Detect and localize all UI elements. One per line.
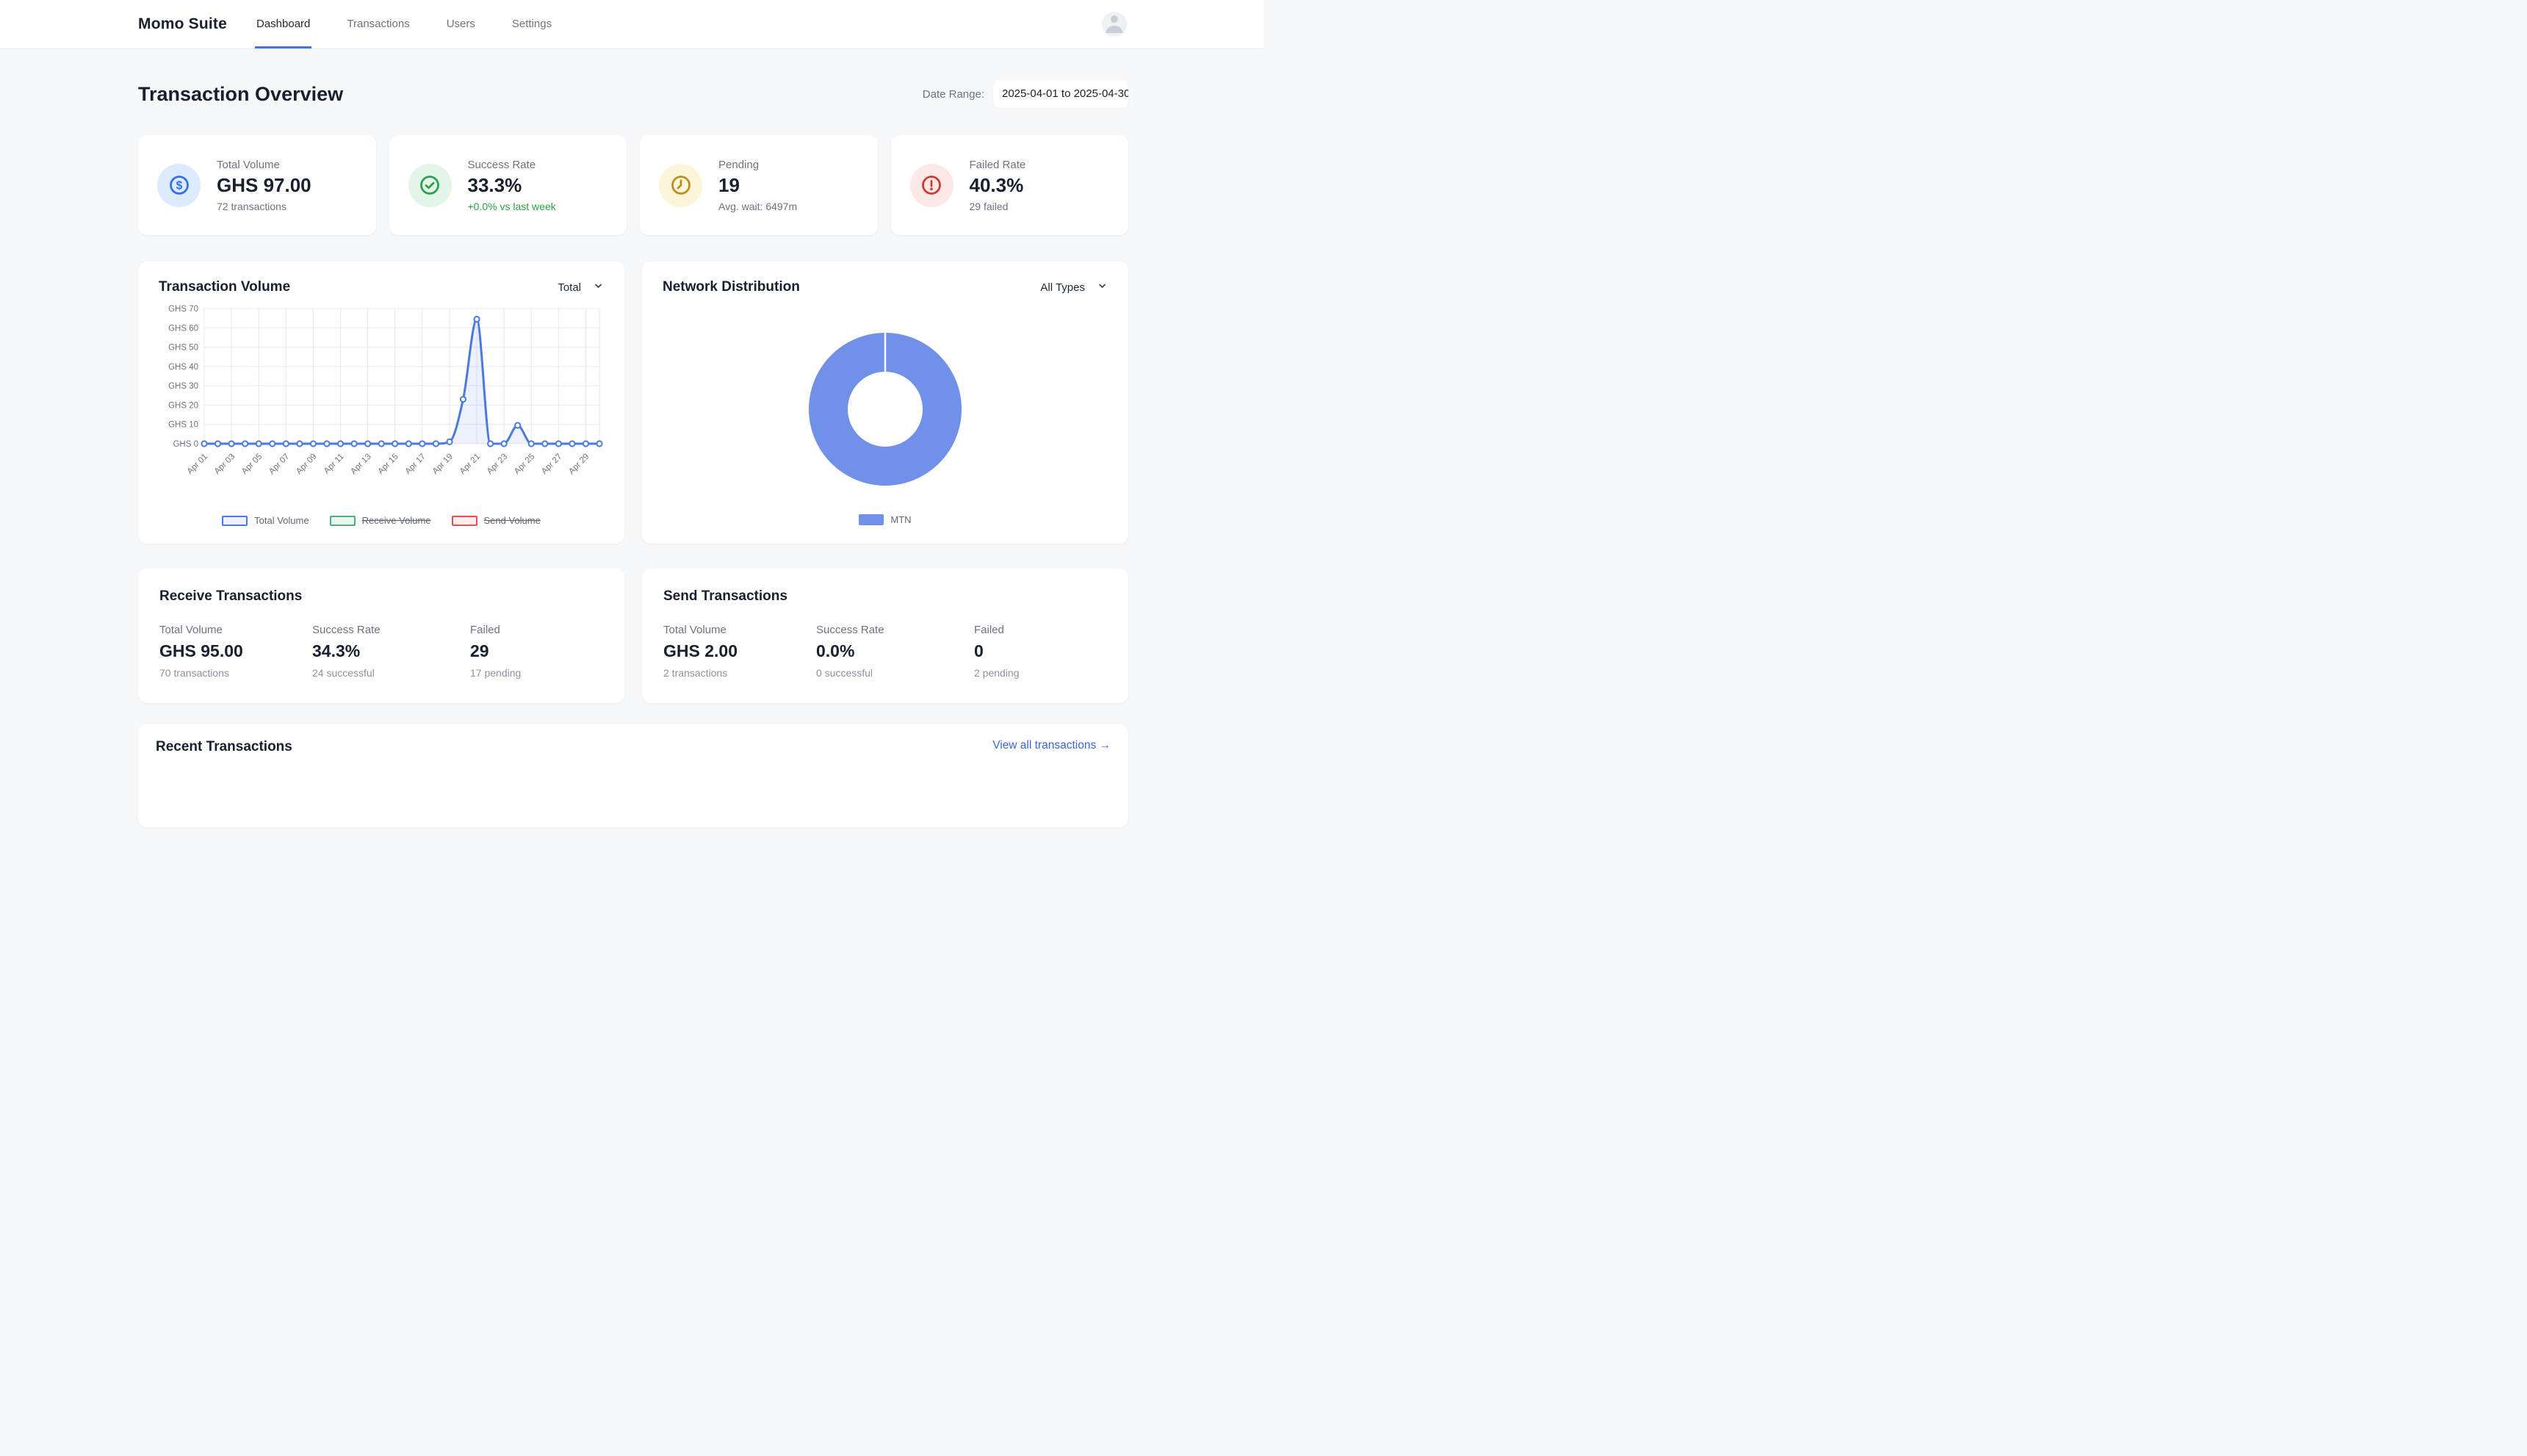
- stat-sub: +0.0% vs last week: [467, 200, 556, 212]
- legend-label: MTN: [890, 513, 912, 525]
- svg-text:Apr 25: Apr 25: [513, 453, 536, 476]
- receive-total-volume: Total Volume GHS 95.00 70 transactions: [159, 624, 243, 679]
- svg-text:Apr 05: Apr 05: [240, 453, 264, 476]
- legend-swatch: [859, 513, 884, 525]
- person-icon: [1102, 12, 1127, 37]
- volume-chart-legend: Total Volume Receive Volume Send Volume: [159, 515, 604, 526]
- chevron-down-icon: [1097, 281, 1108, 295]
- network-distribution-panel: Network Distribution All Types MTN: [642, 262, 1128, 544]
- card-title: Recent Transactions: [156, 739, 292, 754]
- stat-label: Pending: [718, 158, 760, 171]
- svg-text:Apr 29: Apr 29: [567, 453, 591, 476]
- clock-icon: [659, 163, 702, 207]
- card-title: Send Transactions: [663, 588, 787, 604]
- stat-label: Success Rate: [467, 158, 536, 171]
- svg-text:Apr 23: Apr 23: [486, 453, 509, 476]
- network-chart-legend: MTN: [663, 513, 1108, 526]
- svg-text:Apr 15: Apr 15: [376, 453, 400, 476]
- svg-text:Apr 21: Apr 21: [458, 453, 482, 476]
- svg-text:Apr 09: Apr 09: [295, 453, 318, 476]
- svg-text:Apr 11: Apr 11: [322, 453, 346, 476]
- nav-tab-users[interactable]: Users: [446, 18, 475, 30]
- svg-text:Apr 13: Apr 13: [349, 453, 372, 476]
- legend-label: Total Volume: [254, 515, 309, 526]
- svg-text:GHS 70: GHS 70: [168, 305, 198, 314]
- legend-label: Receive Volume: [361, 515, 431, 526]
- stat-sub: Avg. wait: 6497m: [718, 200, 798, 212]
- stat-sub: 29 failed: [969, 200, 1009, 212]
- volume-line-chart: GHS 0 GHS 10 GHS 20 GHS 30 GHS 40 GHS 50 GHS 6…: [168, 305, 603, 476]
- volume-filter-dropdown[interactable]: Total: [558, 281, 604, 295]
- legend-swatch: [222, 515, 248, 526]
- receive-failed: Failed 29 17 pending: [470, 624, 522, 679]
- stat-card-success-rate: Success Rate 33.3% +0.0% vs last week: [389, 135, 627, 235]
- stat-label: Failed Rate: [969, 158, 1026, 171]
- svg-text:Apr 19: Apr 19: [431, 453, 455, 476]
- svg-text:Apr 17: Apr 17: [403, 453, 427, 476]
- legend-item-total-volume[interactable]: Total Volume: [222, 515, 309, 526]
- send-transactions-card: Send Transactions Total Volume GHS 2.00 …: [642, 569, 1128, 703]
- send-total-volume: Total Volume GHS 2.00 2 transactions: [663, 624, 738, 679]
- date-range-input[interactable]: 2025-04-01 to 2025-04-30: [993, 80, 1128, 108]
- svg-text:Apr 03: Apr 03: [213, 453, 237, 476]
- svg-text:GHS 20: GHS 20: [168, 401, 198, 410]
- svg-text:GHS 30: GHS 30: [168, 382, 198, 391]
- stat-card-failed-rate: Failed Rate 40.3% 29 failed: [890, 135, 1128, 235]
- main-nav: Dashboard Transactions Users Settings: [255, 0, 553, 48]
- stat-sub: 72 transactions: [217, 200, 286, 212]
- chevron-down-icon: [593, 281, 604, 295]
- svg-text:Apr 07: Apr 07: [267, 453, 291, 476]
- recent-transactions-card: Recent Transactions View all transaction…: [138, 724, 1128, 827]
- legend-item-receive-volume[interactable]: Receive Volume: [329, 515, 431, 526]
- check-circle-icon: [408, 163, 452, 207]
- stat-value: 33.3%: [467, 173, 522, 196]
- legend-label: Send Volume: [483, 515, 541, 526]
- date-range-value: 2025-04-01 to 2025-04-30: [1002, 87, 1128, 100]
- svg-text:GHS 60: GHS 60: [168, 324, 198, 333]
- panel-title: Network Distribution: [663, 279, 800, 295]
- app-logo: Momo Suite: [138, 15, 227, 32]
- date-range-label: Date Range:: [922, 87, 984, 101]
- nav-tab-transactions[interactable]: Transactions: [347, 18, 410, 30]
- svg-text:$: $: [176, 179, 182, 192]
- svg-text:GHS 0: GHS 0: [173, 440, 198, 449]
- user-avatar[interactable]: [1102, 12, 1127, 37]
- network-filter-dropdown[interactable]: All Types: [1040, 281, 1108, 295]
- stat-label: Total Volume: [217, 158, 280, 171]
- nav-tab-settings[interactable]: Settings: [511, 18, 552, 30]
- receive-success-rate: Success Rate 34.3% 24 successful: [312, 624, 381, 679]
- legend-item-send-volume[interactable]: Send Volume: [451, 515, 541, 526]
- receive-transactions-card: Receive Transactions Total Volume GHS 95…: [138, 569, 624, 703]
- panel-title: Transaction Volume: [159, 279, 291, 295]
- legend-swatch: [451, 515, 477, 526]
- stat-value: GHS 97.00: [217, 173, 311, 196]
- transaction-volume-panel: Transaction Volume Total GHS 0 GHS 10 GHS …: [138, 262, 624, 544]
- stat-value: 40.3%: [969, 173, 1024, 196]
- send-failed: Failed 0 2 pending: [974, 624, 1020, 679]
- view-all-transactions-link[interactable]: View all transactions →: [992, 739, 1111, 752]
- nav-tab-dashboard[interactable]: Dashboard: [255, 0, 312, 48]
- network-donut-chart: [809, 333, 962, 486]
- legend-swatch: [329, 515, 356, 526]
- dollar-circle-icon: $: [157, 163, 201, 207]
- svg-text:GHS 10: GHS 10: [168, 421, 198, 430]
- alert-circle-icon: [909, 163, 954, 207]
- svg-text:Apr 01: Apr 01: [186, 453, 209, 476]
- svg-text:Apr 27: Apr 27: [540, 453, 563, 476]
- page-title: Transaction Overview: [138, 82, 344, 105]
- dashboard-page: Transaction Overview Date Range: 2025-04…: [0, 80, 1264, 827]
- stat-value: 19: [718, 173, 740, 196]
- stat-card-pending: Pending 19 Avg. wait: 6497m: [640, 135, 878, 235]
- stat-card-total-volume: $ Total Volume GHS 97.00 72 transactions: [138, 135, 376, 235]
- svg-text:GHS 50: GHS 50: [168, 344, 198, 353]
- stat-cards-row: $ Total Volume GHS 97.00 72 transactions…: [138, 135, 1128, 235]
- top-navigation-bar: Momo Suite Dashboard Transactions Users …: [0, 0, 1264, 49]
- send-success-rate: Success Rate 0.0% 0 successful: [816, 624, 884, 679]
- legend-item-mtn[interactable]: MTN: [859, 513, 912, 525]
- card-title: Receive Transactions: [159, 588, 303, 604]
- svg-text:GHS 40: GHS 40: [168, 363, 198, 372]
